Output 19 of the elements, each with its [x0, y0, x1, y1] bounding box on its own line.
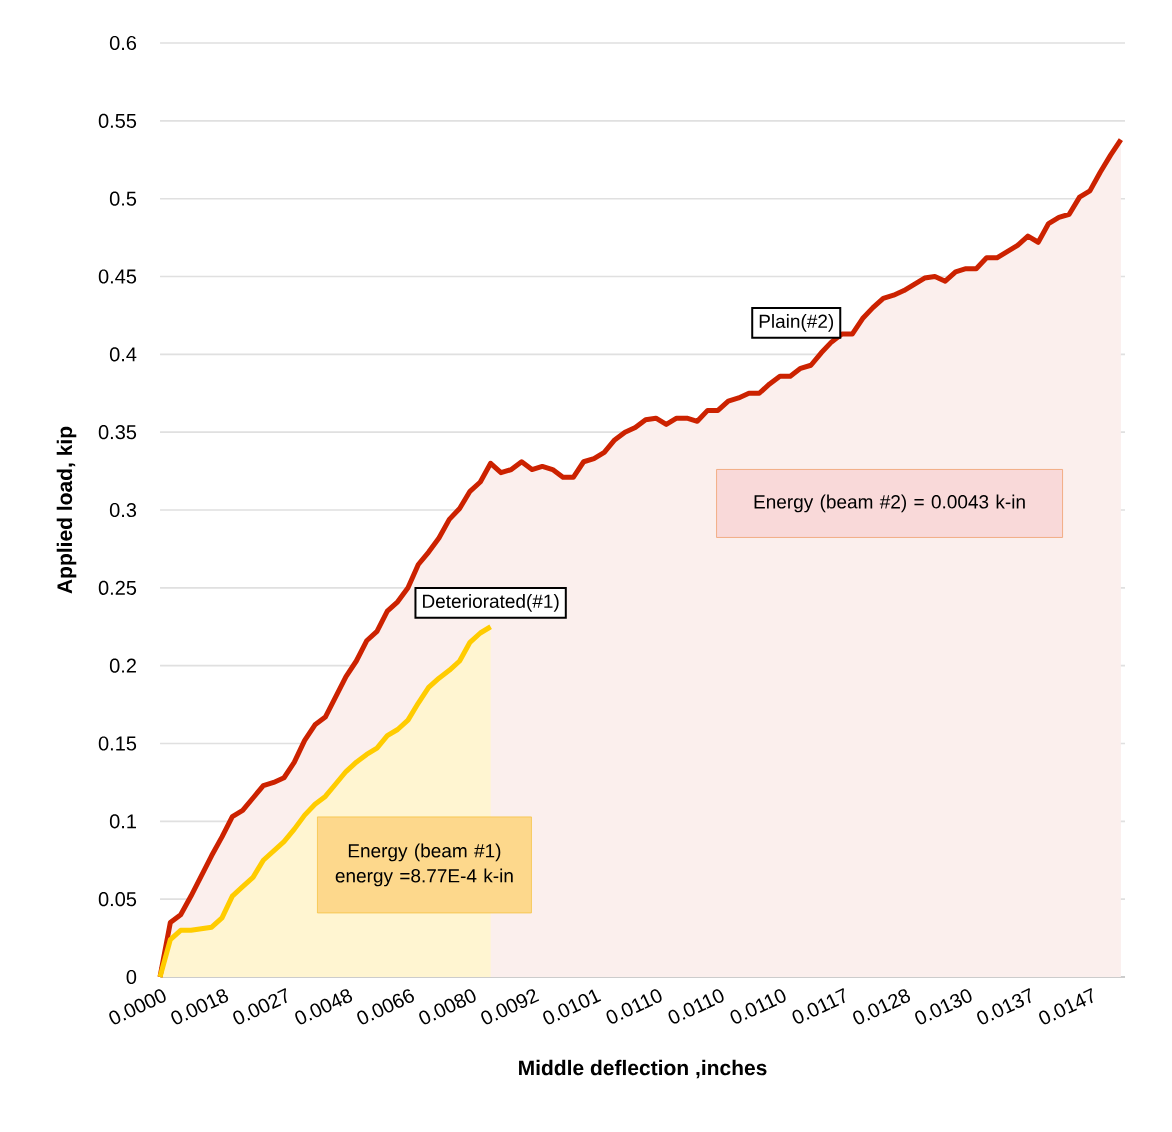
y-axis-title: Applied load, kip	[56, 426, 77, 594]
y-tick-label: 0.6	[109, 35, 137, 51]
y-tick-label: 0.45	[98, 269, 137, 284]
y-tick-label: 0.25	[98, 580, 137, 595]
y-tick-label: 0.5	[109, 191, 137, 206]
y-tick-label: 0.1	[109, 814, 136, 829]
y-tick-label: 0.2	[109, 658, 136, 673]
series-label: Deteriorated(#1)	[423, 594, 559, 612]
y-tick-label: 0.15	[98, 736, 137, 751]
y-tick-label: 0.55	[98, 113, 137, 128]
y-tick-label: 0.3	[109, 502, 137, 518]
series-label: Plain(#2)	[759, 314, 834, 332]
y-tick-label: 0.05	[98, 892, 137, 907]
annotation: Energy (beam #1) energy =8.77E-4 k-in	[335, 843, 513, 887]
y-tick-label: 0.35	[98, 425, 137, 440]
y-tick-label: 0.4	[109, 347, 137, 362]
x-axis-title: Middle deflection ,inches	[519, 1059, 767, 1079]
annotation: Energy (beam #2) = 0.0043 k-in	[754, 494, 1025, 513]
y-tick-label: 0	[126, 969, 137, 985]
